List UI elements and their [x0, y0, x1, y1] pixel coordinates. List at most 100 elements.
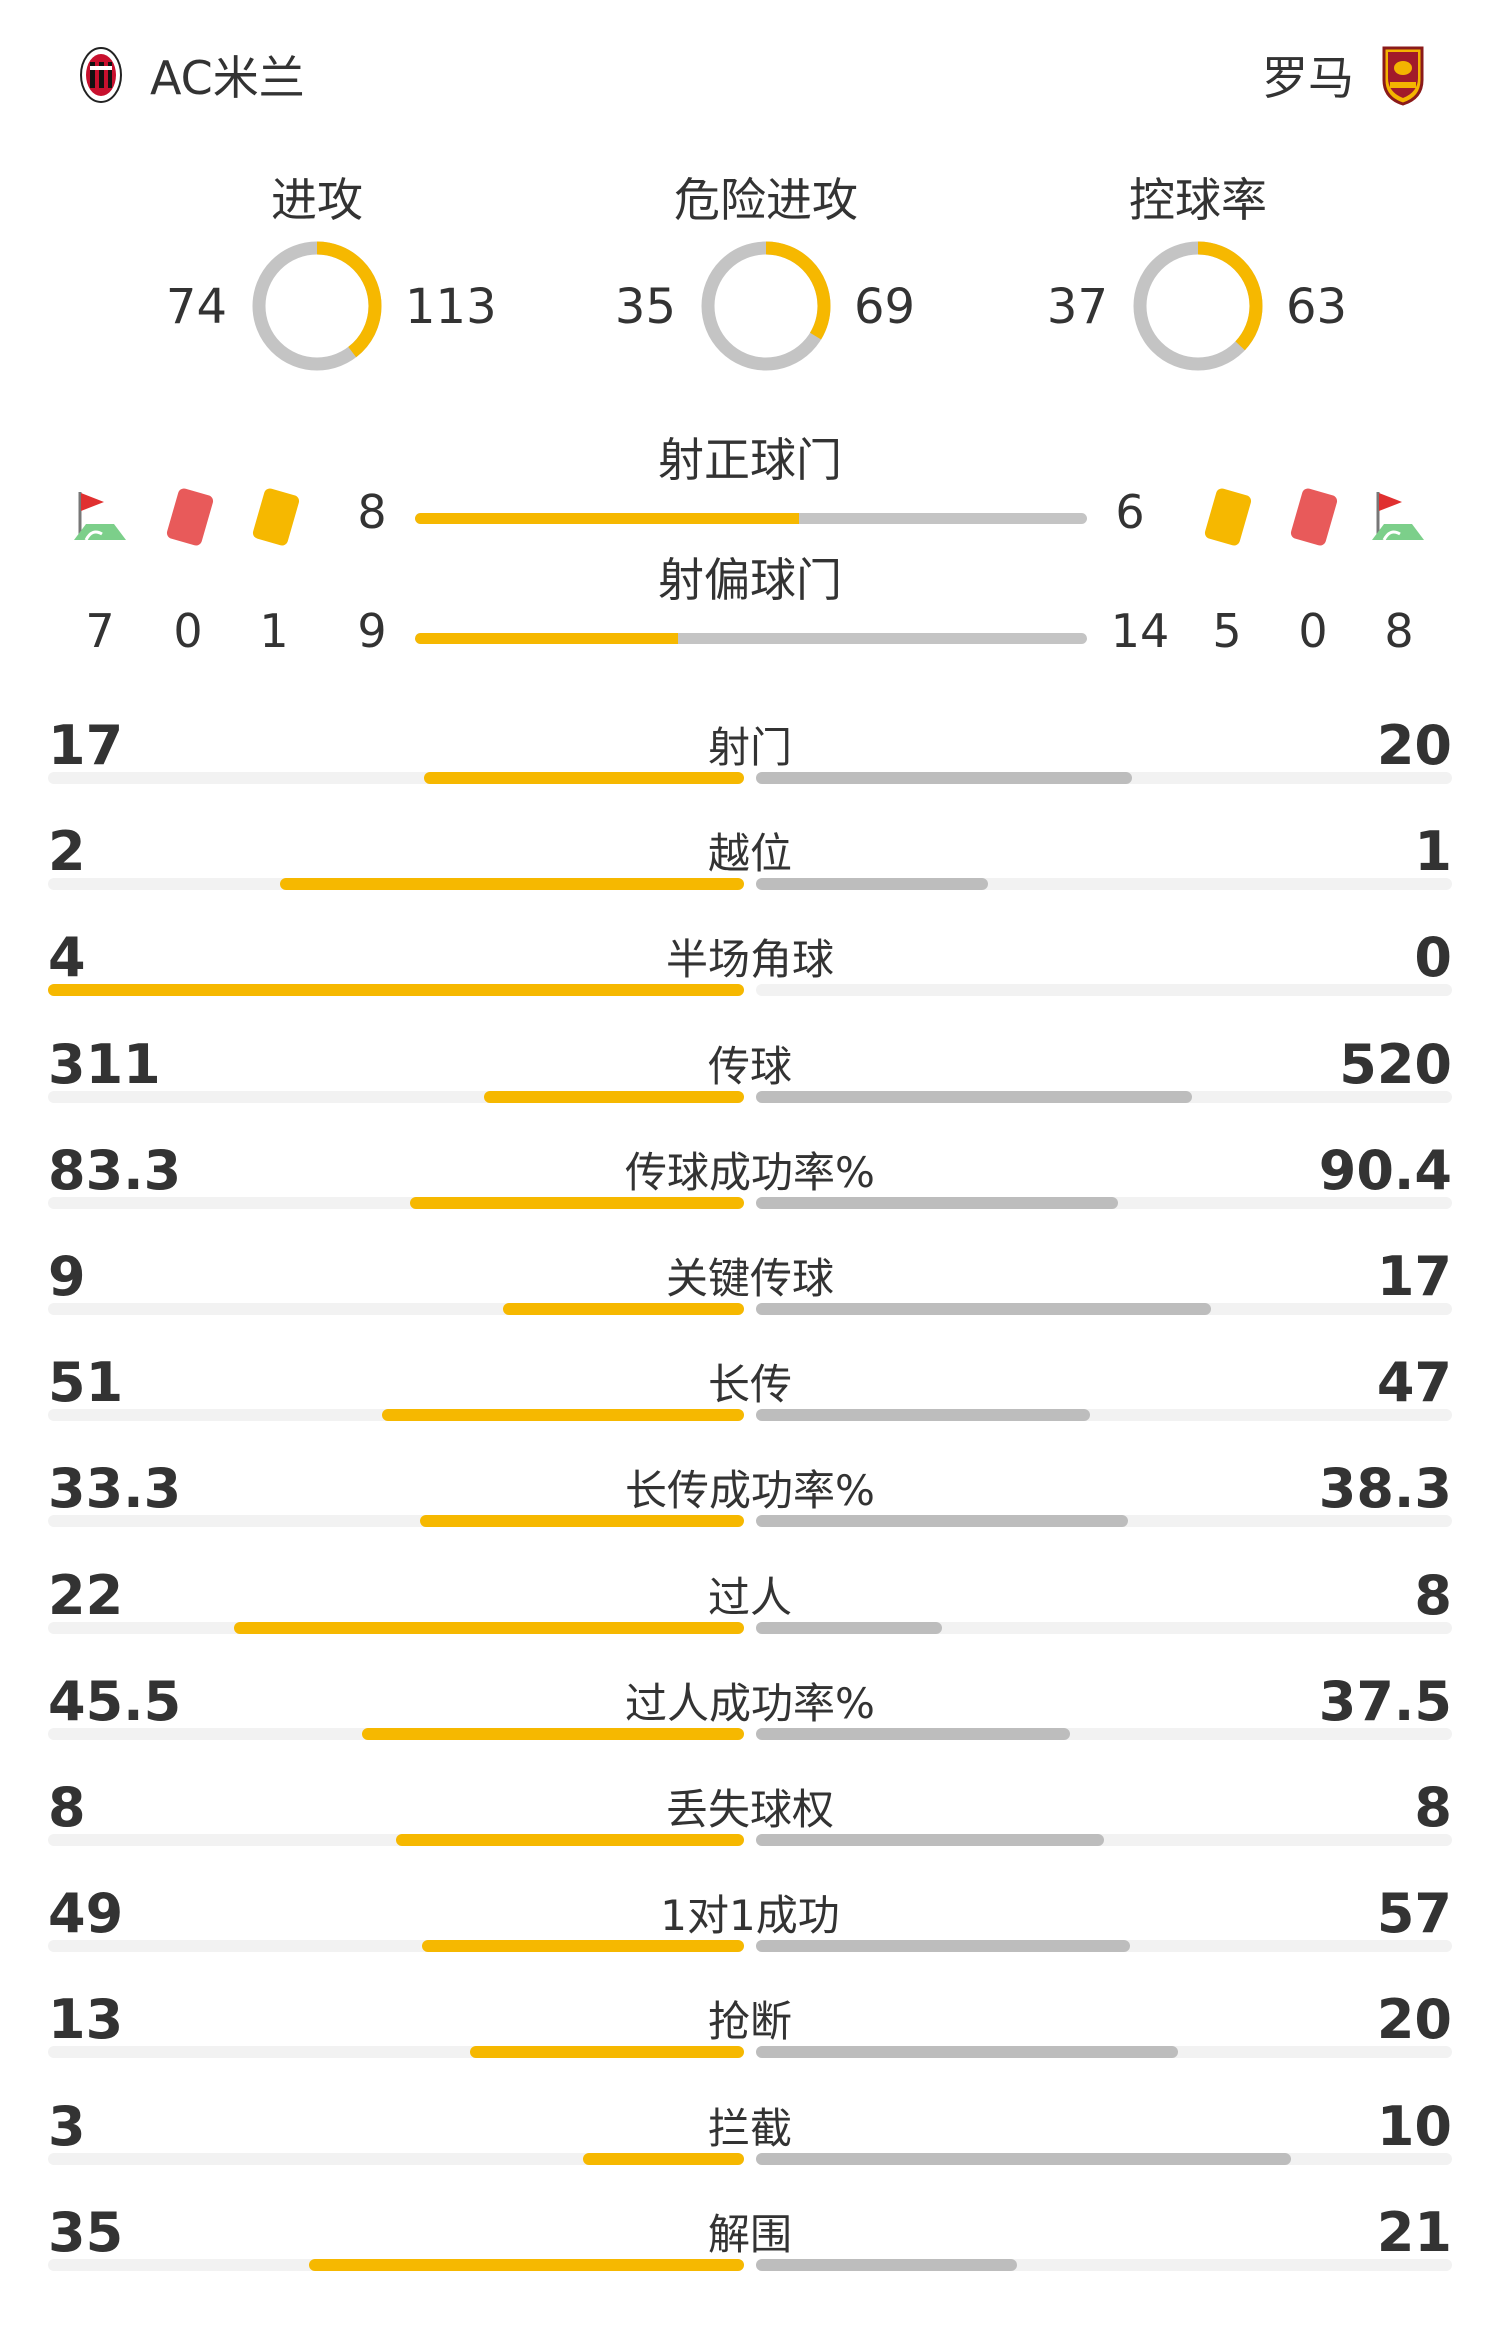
stat-label: 1对1成功 [660, 1891, 840, 1941]
stat-home-bar [280, 878, 744, 891]
stat-home-value: 8 [48, 1776, 86, 1839]
yellow-card-icon [1204, 488, 1252, 546]
donut-ring [701, 241, 831, 371]
stat-label: 传球 [707, 1041, 792, 1091]
away-corners-count: 8 [1384, 604, 1414, 658]
stat-away-bar [756, 1940, 1131, 1953]
red-card-icon [166, 488, 214, 546]
stat-row: 长传成功率% 33.3 38.3 [48, 1443, 1452, 1549]
donut-home-arc [1133, 241, 1263, 371]
stat-home-bar [469, 2046, 744, 2059]
away-team[interactable]: 罗马 [1262, 40, 1426, 110]
stat-away-track [756, 1940, 1452, 1953]
stat-home-bar [583, 2152, 744, 2165]
stat-home-value: 33.3 [48, 1457, 182, 1521]
stat-row: 1对1成功 49 57 [48, 1868, 1452, 1974]
stat-label: 长传 [707, 1360, 792, 1410]
stat-away-track [756, 1727, 1452, 1740]
stat-home-value: 9 [48, 1245, 86, 1308]
donut-stat: 进攻 74 113 [107, 165, 527, 385]
stat-away-value: 0 [1414, 926, 1452, 990]
stat-away-track [756, 1515, 1452, 1528]
stat-row: 射门 17 20 [48, 700, 1452, 806]
stat-home-track [48, 1727, 744, 1740]
stat-away-value: 20 [1376, 1988, 1452, 2052]
stat-home-track [48, 1940, 744, 1953]
stat-home-bar [233, 1621, 744, 1634]
stat-home-value: 45.5 [48, 1669, 182, 1733]
donut-title: 控球率 [1129, 173, 1267, 227]
stat-home-track [48, 1621, 744, 1634]
stat-home-bar [362, 1727, 744, 1740]
stat-label: 半场角球 [665, 935, 834, 985]
stat-away-bar [756, 1834, 1104, 1846]
stat-away-value: 10 [1376, 2094, 1452, 2158]
shots-on-title: 射正球门 [658, 433, 842, 487]
stat-home-bar [410, 1196, 744, 1209]
stat-away-bar [756, 1303, 1212, 1315]
stat-away-track [756, 1090, 1452, 1103]
donut-ring [1133, 241, 1263, 371]
stat-row: 半场角球 4 0 [48, 912, 1452, 1018]
shots-on-home: 8 [357, 485, 387, 539]
home-team[interactable]: AC米兰 [78, 40, 305, 110]
shots-off-home-fill [415, 633, 678, 644]
stat-label: 过人 [707, 1572, 792, 1622]
donut-title: 进攻 [271, 173, 363, 227]
stat-home-bar [424, 772, 744, 784]
stat-away-value: 38.3 [1318, 1457, 1452, 1521]
stat-away-value: 8 [1414, 1563, 1452, 1627]
stat-row: 丢失球权 8 8 [48, 1762, 1452, 1868]
stat-away-value: 21 [1376, 2200, 1452, 2264]
stat-label: 拦截 [707, 2103, 792, 2153]
stat-label: 丢失球权 [665, 1785, 834, 1834]
ac-milan-crest-icon [80, 47, 122, 103]
stat-away-value: 1 [1414, 820, 1452, 884]
stat-label: 长传成功率% [625, 1466, 875, 1516]
donut-home-arc [252, 241, 382, 371]
stat-home-value: 22 [48, 1563, 124, 1627]
donut-row: 74 113 [107, 235, 527, 385]
donut-title: 危险进攻 [674, 173, 858, 227]
stat-away-bar [756, 878, 988, 891]
stat-home-track [48, 1515, 744, 1528]
stat-away-track [756, 1834, 1452, 1846]
donut-stat: 控球率 37 63 [988, 165, 1408, 385]
stat-label: 关键传球 [665, 1254, 834, 1303]
away-yellow-cards-count: 5 [1212, 604, 1242, 658]
stat-away-bar [756, 2258, 1017, 2271]
stat-away-track [756, 1409, 1452, 1422]
away-team-name: 罗马 [1262, 51, 1354, 105]
donut-row: 35 69 [556, 235, 976, 385]
stat-away-value: 90.4 [1318, 1138, 1452, 1202]
stat-home-value: 83.3 [48, 1138, 182, 1202]
away-red-cards-count: 0 [1298, 604, 1328, 658]
shots-on-bar [415, 513, 1087, 524]
corner-flag-icon [1372, 492, 1424, 541]
stat-row: 传球成功率% 83.3 90.4 [48, 1125, 1452, 1231]
home-corners-count: 7 [85, 604, 115, 658]
stat-home-bar [503, 1303, 744, 1315]
stat-away-track [756, 1303, 1452, 1315]
stat-home-value: 2 [48, 820, 86, 884]
stat-away-track [756, 2152, 1452, 2165]
stat-home-bar [396, 1834, 744, 1846]
as-roma-crest-icon [1382, 46, 1424, 106]
stat-home-bar [309, 2258, 744, 2271]
stat-label: 传球成功率% [625, 1147, 875, 1197]
stat-home-track [48, 1834, 744, 1846]
stat-away-bar [756, 1196, 1119, 1209]
stat-label: 过人成功率% [625, 1678, 875, 1728]
stat-home-track [48, 2258, 744, 2271]
stat-away-value: 8 [1414, 1776, 1452, 1839]
shots-off-away: 14 [1110, 604, 1170, 658]
stat-home-track [48, 1090, 744, 1103]
stat-home-track [48, 1196, 744, 1209]
stat-row: 过人 22 8 [48, 1550, 1452, 1656]
shots-off-bar [415, 633, 1087, 644]
stat-home-bar [48, 984, 744, 997]
stat-home-value: 51 [48, 1351, 124, 1415]
donut-home-value: 74 [165, 279, 227, 335]
shots-off-home: 9 [357, 604, 387, 658]
stat-home-track [48, 2152, 744, 2165]
